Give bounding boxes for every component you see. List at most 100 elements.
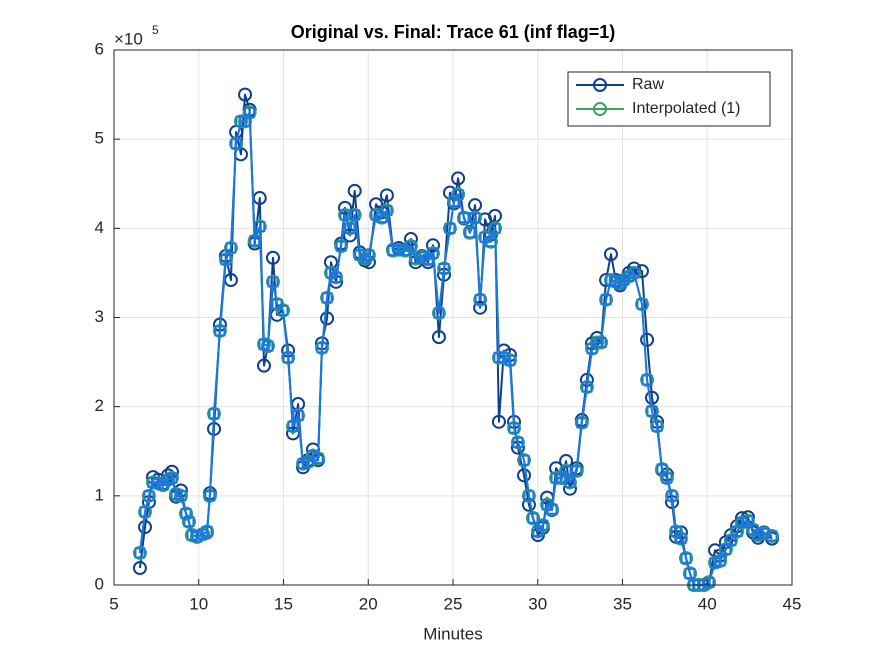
marker (593, 78, 607, 92)
marker (393, 244, 405, 256)
marker (433, 307, 445, 319)
x-tick-label: 10 (189, 594, 208, 613)
marker (175, 490, 187, 502)
marker (312, 452, 324, 464)
marker (725, 534, 737, 546)
marker (636, 298, 648, 310)
marker (581, 381, 593, 393)
marker (764, 528, 779, 543)
marker (338, 200, 353, 215)
marker (183, 516, 195, 528)
marker (342, 228, 357, 243)
marker (427, 247, 439, 259)
y-tick-label: 3 (95, 307, 104, 326)
marker (679, 551, 694, 566)
y-multiplier: ×10 (114, 29, 143, 48)
marker (444, 222, 456, 234)
marker (316, 342, 328, 354)
marker (451, 171, 466, 186)
marker (143, 490, 155, 502)
marker (349, 209, 361, 221)
marker (491, 414, 506, 429)
x-axis-label: Minutes (423, 624, 483, 643)
y-tick-label: 0 (95, 574, 104, 593)
marker (254, 221, 266, 233)
marker (292, 410, 304, 422)
marker (512, 436, 524, 448)
marker (438, 262, 450, 274)
marker (191, 531, 203, 543)
marker (208, 408, 220, 420)
x-tick-label: 35 (613, 594, 632, 613)
marker (363, 249, 375, 261)
marker (485, 236, 497, 248)
marker (646, 405, 658, 417)
marker (282, 352, 294, 364)
marker (403, 232, 418, 247)
marker (265, 250, 280, 265)
marker (518, 454, 530, 466)
marker (684, 567, 696, 579)
marker (576, 417, 588, 429)
marker (651, 420, 663, 432)
marker (736, 517, 748, 529)
marker (262, 340, 274, 352)
marker (550, 472, 562, 484)
marker (593, 102, 607, 116)
y-tick-label: 6 (95, 39, 104, 58)
marker (473, 300, 488, 315)
marker (138, 520, 153, 535)
marker (257, 358, 272, 373)
marker (526, 511, 541, 526)
legend-label: Raw (632, 76, 664, 93)
marker (546, 503, 558, 515)
marker (644, 390, 659, 405)
marker (517, 468, 532, 483)
marker (230, 138, 242, 150)
marker (410, 253, 422, 265)
marker (508, 422, 520, 434)
legend-label: Interpolated (1) (632, 100, 741, 117)
marker (666, 490, 678, 502)
marker (464, 227, 476, 239)
marker (225, 242, 237, 254)
marker (141, 488, 156, 503)
marker (379, 188, 394, 203)
marker (628, 267, 640, 279)
x-tick-label: 45 (783, 594, 802, 613)
marker (595, 336, 607, 348)
plot-area (132, 87, 779, 592)
marker (287, 420, 299, 432)
x-tick-label: 25 (444, 594, 463, 613)
marker (181, 514, 196, 529)
x-tick-label: 15 (274, 594, 293, 613)
marker (330, 271, 342, 283)
marker (416, 251, 428, 263)
marker (474, 294, 486, 306)
x-tick-label: 20 (359, 594, 378, 613)
marker (458, 212, 470, 224)
x-tick-label: 40 (698, 594, 717, 613)
marker (321, 292, 333, 304)
marker (603, 247, 618, 262)
y-tick-label: 1 (95, 485, 104, 504)
marker (335, 240, 347, 252)
marker (527, 512, 539, 524)
marker (452, 188, 464, 200)
marker (703, 576, 715, 588)
marker (166, 472, 178, 484)
marker (498, 352, 510, 364)
marker (752, 529, 764, 541)
marker (387, 245, 399, 257)
legend-box (567, 71, 771, 127)
marker (267, 276, 279, 288)
marker (523, 490, 535, 502)
y-exponent: 5 (152, 23, 159, 37)
x-tick-label: 30 (528, 594, 547, 613)
marker (675, 533, 687, 545)
marker (600, 294, 612, 306)
legend: Raw Interpolated (1) (567, 71, 771, 127)
marker (431, 330, 446, 345)
marker (134, 547, 146, 559)
